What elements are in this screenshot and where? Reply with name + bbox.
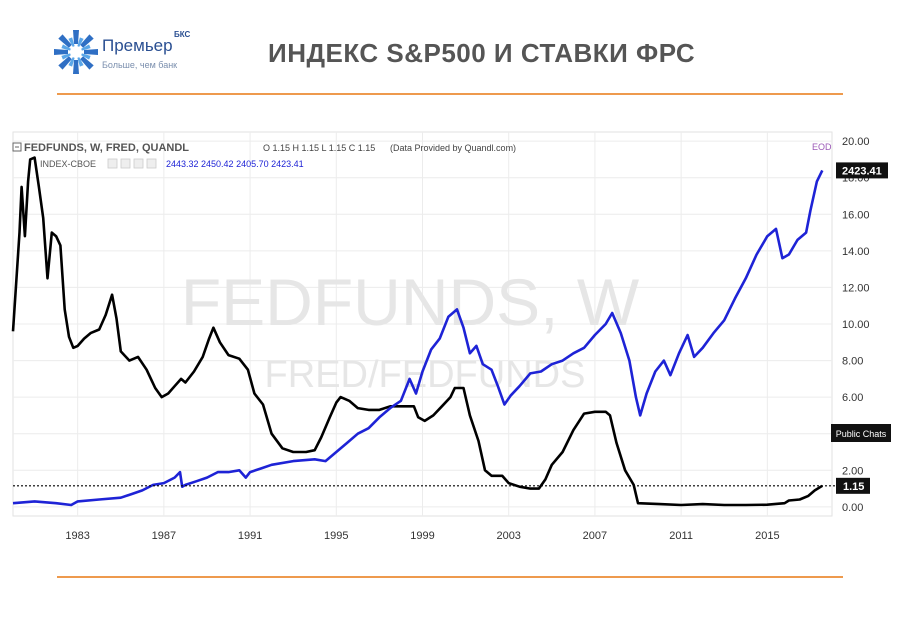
add-icon[interactable] bbox=[133, 158, 144, 169]
y-tick-label: 8.00 bbox=[842, 356, 863, 368]
chart-watermark: FEDFUNDS, W FRED/FEDFUNDS bbox=[181, 265, 640, 396]
y-tick-label: 0.00 bbox=[842, 502, 863, 514]
spx-value-tag bbox=[836, 162, 888, 179]
x-tick-label: 2003 bbox=[496, 530, 520, 542]
x-tick-label: 2011 bbox=[669, 530, 693, 542]
logo-tagline: Больше, чем банк bbox=[102, 60, 178, 70]
chart-legend: FEDFUNDS, W, FRED, QUANDL O 1.15 H 1.15 … bbox=[12, 142, 516, 169]
y-tick-label: 14.00 bbox=[842, 246, 870, 258]
x-axis: 1983 1987 1991 1995 1999 2003 2007 2011 2015 bbox=[65, 530, 779, 542]
spx-line bbox=[12, 169, 824, 507]
x-tick-label: 1987 bbox=[152, 530, 176, 542]
logo-snowflake-icon bbox=[54, 30, 98, 74]
y-tick-label: 10.00 bbox=[842, 319, 870, 331]
eye-icon[interactable] bbox=[107, 158, 118, 169]
title-divider bbox=[57, 93, 843, 95]
slide-title: ИНДЕКС S&P500 И СТАВКИ ФРС bbox=[268, 38, 696, 68]
legend-fed-ohlc: O 1.15 H 1.15 L 1.15 C 1.15 bbox=[263, 143, 375, 153]
spx-value-label: 2423.41 bbox=[842, 165, 882, 177]
footer-divider bbox=[57, 576, 843, 578]
y-tick-label: 16.00 bbox=[842, 209, 870, 221]
public-chats-background bbox=[831, 424, 891, 442]
legend-toolbar[interactable] bbox=[107, 158, 157, 169]
eod-label: EOD bbox=[812, 142, 832, 152]
y-tick-label: 20.00 bbox=[842, 136, 870, 148]
logo: Премьер БКС Больше, чем банк bbox=[52, 28, 202, 78]
x-tick-label: 1983 bbox=[65, 530, 89, 542]
fedfunds-line bbox=[11, 156, 823, 507]
x-tick-label: 2015 bbox=[755, 530, 779, 542]
fed-value-label: 1.15 bbox=[843, 481, 864, 493]
logo-name: Премьер bbox=[102, 36, 173, 55]
legend-spx-symbol[interactable]: INDEX-CBOE bbox=[40, 159, 96, 169]
x-tick-label: 2007 bbox=[583, 530, 607, 542]
y-tick-label: 2.00 bbox=[842, 465, 863, 477]
public-chats-button[interactable]: Public Chats bbox=[831, 424, 891, 442]
legend-spx-ohlc: 2443.32 2450.42 2405.70 2423.41 bbox=[166, 159, 304, 169]
y-axis: 20.0018.0016.0014.0012.0010.008.006.004.… bbox=[842, 136, 870, 514]
chart-grid bbox=[12, 131, 833, 517]
x-tick-label: 1991 bbox=[238, 530, 262, 542]
fed-value-tag bbox=[836, 477, 870, 494]
x-tick-label: 1995 bbox=[324, 530, 348, 542]
logo-suffix: БКС bbox=[174, 30, 191, 39]
y-tick-label: 6.00 bbox=[842, 392, 863, 404]
public-chats-label: Public Chats bbox=[836, 429, 887, 439]
watermark-symbol: FEDFUNDS, W bbox=[181, 265, 640, 339]
settings-icon[interactable] bbox=[120, 158, 131, 169]
more-icon[interactable] bbox=[146, 158, 157, 169]
chart-series bbox=[11, 156, 836, 507]
chart-labels: 2423.41 1.15 EOD Public Chats bbox=[812, 142, 891, 494]
x-tick-label: 1999 bbox=[410, 530, 434, 542]
watermark-source: FRED/FEDFUNDS bbox=[265, 354, 586, 396]
legend-fed-symbol[interactable]: FEDFUNDS, W, FRED, QUANDL bbox=[24, 142, 189, 154]
legend-fed-source: (Data Provided by Quandl.com) bbox=[390, 143, 516, 153]
y-tick-label: 12.00 bbox=[842, 282, 870, 294]
